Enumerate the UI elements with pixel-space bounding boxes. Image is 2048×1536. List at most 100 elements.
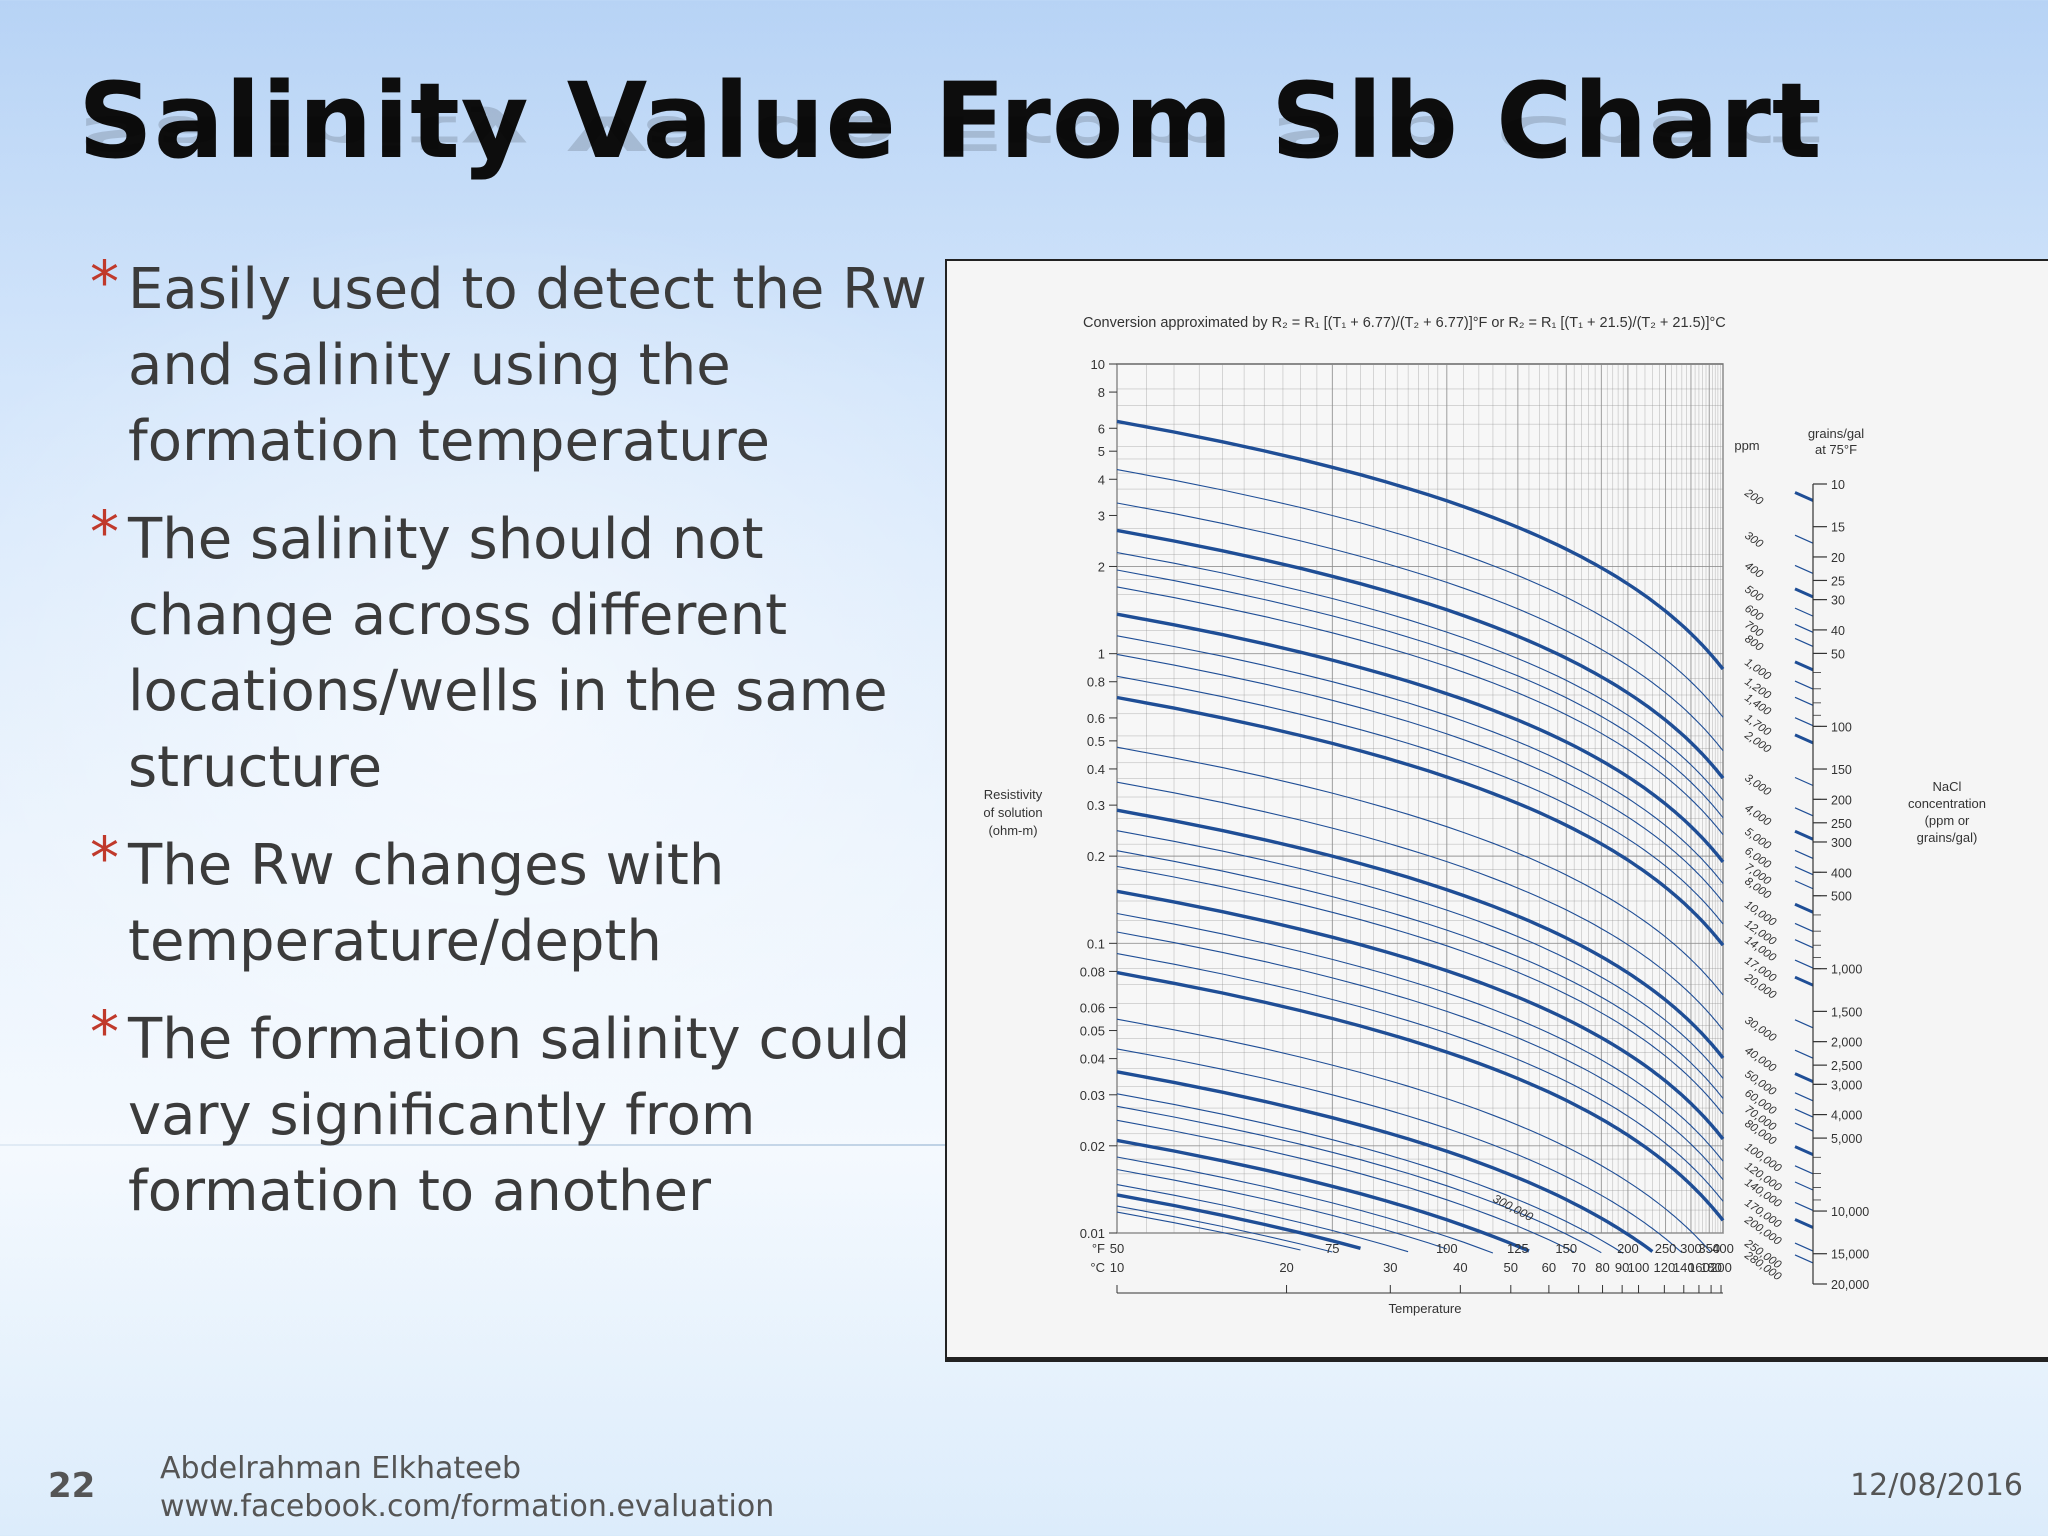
ppm-connector xyxy=(1794,564,1814,574)
grains-tick-label: 1,500 xyxy=(1831,1005,1862,1019)
series-line-4000 xyxy=(1116,781,1724,1031)
x-tick-label-c: 30 xyxy=(1383,1260,1397,1275)
x-tick-label-f: 250 xyxy=(1655,1241,1677,1256)
y-tick-label: 1 xyxy=(1098,647,1105,662)
grains-tick-label: 15 xyxy=(1831,521,1845,535)
x-tick-label-f: 50 xyxy=(1110,1241,1124,1256)
series-line-20000 xyxy=(1116,970,1725,1222)
series-line-10000 xyxy=(1116,889,1725,1141)
x-tick-label-c: 180 xyxy=(1700,1260,1722,1275)
x-tick-label-f: 350 xyxy=(1698,1241,1720,1256)
x-tick-label-f: 125 xyxy=(1507,1241,1529,1256)
ppm-connector xyxy=(1794,866,1814,876)
y-tick-label: 0.02 xyxy=(1080,1139,1105,1154)
series-line-30000 xyxy=(1116,1018,1712,1253)
y-tick-label: 6 xyxy=(1098,421,1105,436)
ppm-label: 800 xyxy=(1742,633,1765,654)
grains-tick-label: 200 xyxy=(1831,793,1852,807)
x-unit-f: °F xyxy=(1092,1241,1105,1256)
y-axis-label: (ohm-m) xyxy=(988,823,1037,838)
grains-tick-label: 150 xyxy=(1831,763,1852,777)
grains-tick-label: 250 xyxy=(1831,817,1852,831)
ppm-connector xyxy=(1794,1092,1814,1102)
y-axis-label: of solution xyxy=(983,805,1042,820)
chart-title: Conversion approximated by R₂ = R₁ [(T₁ … xyxy=(1083,315,1726,331)
x-tick-label-c: 100 xyxy=(1628,1260,1650,1275)
ppm-label: 4,000 xyxy=(1742,802,1773,829)
ppm-axis-title: ppm xyxy=(1734,438,1759,453)
ppm-label: 300 xyxy=(1742,530,1765,551)
ppm-connector xyxy=(1794,902,1814,914)
author-url[interactable]: www.facebook.com/formation.evaluation xyxy=(160,1489,775,1524)
page-number: 22 xyxy=(48,1466,96,1506)
series-line-1700 xyxy=(1116,675,1724,925)
ppm-connector xyxy=(1794,680,1814,690)
ppm-connector xyxy=(1794,959,1814,969)
ppm-connector xyxy=(1794,1181,1814,1191)
grains-tick-label: 4,000 xyxy=(1831,1109,1862,1123)
grains-tick-label: 25 xyxy=(1831,574,1845,588)
bullet-list: * Easily used to detect the Rw and salini… xyxy=(90,248,930,1252)
ppm-connector xyxy=(1794,880,1814,890)
grains-tick-label: 5,000 xyxy=(1831,1132,1862,1146)
y-tick-label: 8 xyxy=(1098,385,1105,400)
chart-axes: 10 8 6 5 4 3 2 1 0.8 0.6 0.5 0.4 0.3 0.2 0.1 0.08 0.06 0.… xyxy=(983,357,1733,1316)
ppm-connector xyxy=(1794,623,1814,633)
ppm-connector xyxy=(1794,849,1814,860)
series-line-280000 xyxy=(1116,1211,1301,1251)
y-axis-label: Resistivity xyxy=(984,787,1043,802)
ppm-connector xyxy=(1794,807,1814,817)
series-line-1400 xyxy=(1116,653,1724,903)
slide-title-reflection: Salinity Value From Slb Chart xyxy=(78,105,1823,160)
x-tick-label-f: 75 xyxy=(1325,1241,1339,1256)
bullet-item: * The salinity should not change across d… xyxy=(90,498,930,806)
ppm-connector xyxy=(1794,534,1814,544)
y-tick-label: 0.08 xyxy=(1080,964,1105,979)
x-tick-label-f: 200 xyxy=(1617,1241,1639,1256)
series-line-1200 xyxy=(1116,635,1724,884)
footer-author: Abdelrahman Elkhateeb www.facebook.com/f… xyxy=(160,1450,774,1526)
x-tick-label-c: 90 xyxy=(1615,1260,1629,1275)
series-line-120000 xyxy=(1116,1156,1494,1254)
x-tick-label-f: 300 xyxy=(1680,1241,1702,1256)
series-line-400 xyxy=(1116,502,1724,752)
series-line-17000 xyxy=(1116,953,1724,1202)
series-line-2000 xyxy=(1116,695,1725,947)
ppm-connector xyxy=(1794,733,1814,745)
y-tick-label: 5 xyxy=(1098,444,1105,459)
y-tick-label: 10 xyxy=(1091,357,1105,372)
plot-area xyxy=(1116,363,1724,1234)
ppm-label: 30,000 xyxy=(1742,1014,1778,1044)
ppm-label: 3,000 xyxy=(1742,772,1773,799)
grains-tick-label: 10 xyxy=(1831,478,1845,492)
series-line-5000 xyxy=(1116,808,1725,1060)
series-line-60000 xyxy=(1116,1093,1624,1254)
ppm-connector xyxy=(1794,1201,1814,1211)
y-tick-label: 0.03 xyxy=(1080,1088,1105,1103)
x-tick-label-c: 120 xyxy=(1654,1260,1676,1275)
series-line-140000 xyxy=(1116,1168,1447,1250)
bullet-item: * The formation salinity could vary signi… xyxy=(90,998,930,1230)
y-tick-label: 0.6 xyxy=(1087,711,1105,726)
grains-tick-label: 20,000 xyxy=(1831,1278,1869,1292)
ppm-connector xyxy=(1794,1254,1814,1264)
ppm-connector xyxy=(1794,922,1814,932)
y-tick-label: 4 xyxy=(1098,472,1105,487)
grains-tick-label: 100 xyxy=(1831,720,1852,734)
series-line-14000 xyxy=(1116,931,1724,1181)
x-tick-label-c: 200 xyxy=(1710,1260,1732,1275)
x-tick-label-c: 40 xyxy=(1453,1260,1467,1275)
ppm-connector xyxy=(1794,1242,1814,1252)
series-line-500 xyxy=(1116,528,1725,780)
ppm-connector xyxy=(1794,1218,1814,1229)
bullet-item: * Easily used to detect the Rw and salini… xyxy=(90,248,930,480)
bullet-star-icon: * xyxy=(90,998,119,1066)
ppm-connector xyxy=(1794,1019,1814,1029)
ppm-connector xyxy=(1794,491,1814,502)
bullet-text: The Rw changes with temperature/depth xyxy=(128,833,725,974)
grains-tick-label: 2,000 xyxy=(1831,1036,1862,1050)
concentration-scales: ppm2003004005006007008001,0001,2001,4001… xyxy=(1734,426,1986,1292)
series-line-80000 xyxy=(1116,1119,1575,1253)
grains-tick-label: 300 xyxy=(1831,836,1852,850)
x-tick-label-c: 70 xyxy=(1571,1260,1585,1275)
